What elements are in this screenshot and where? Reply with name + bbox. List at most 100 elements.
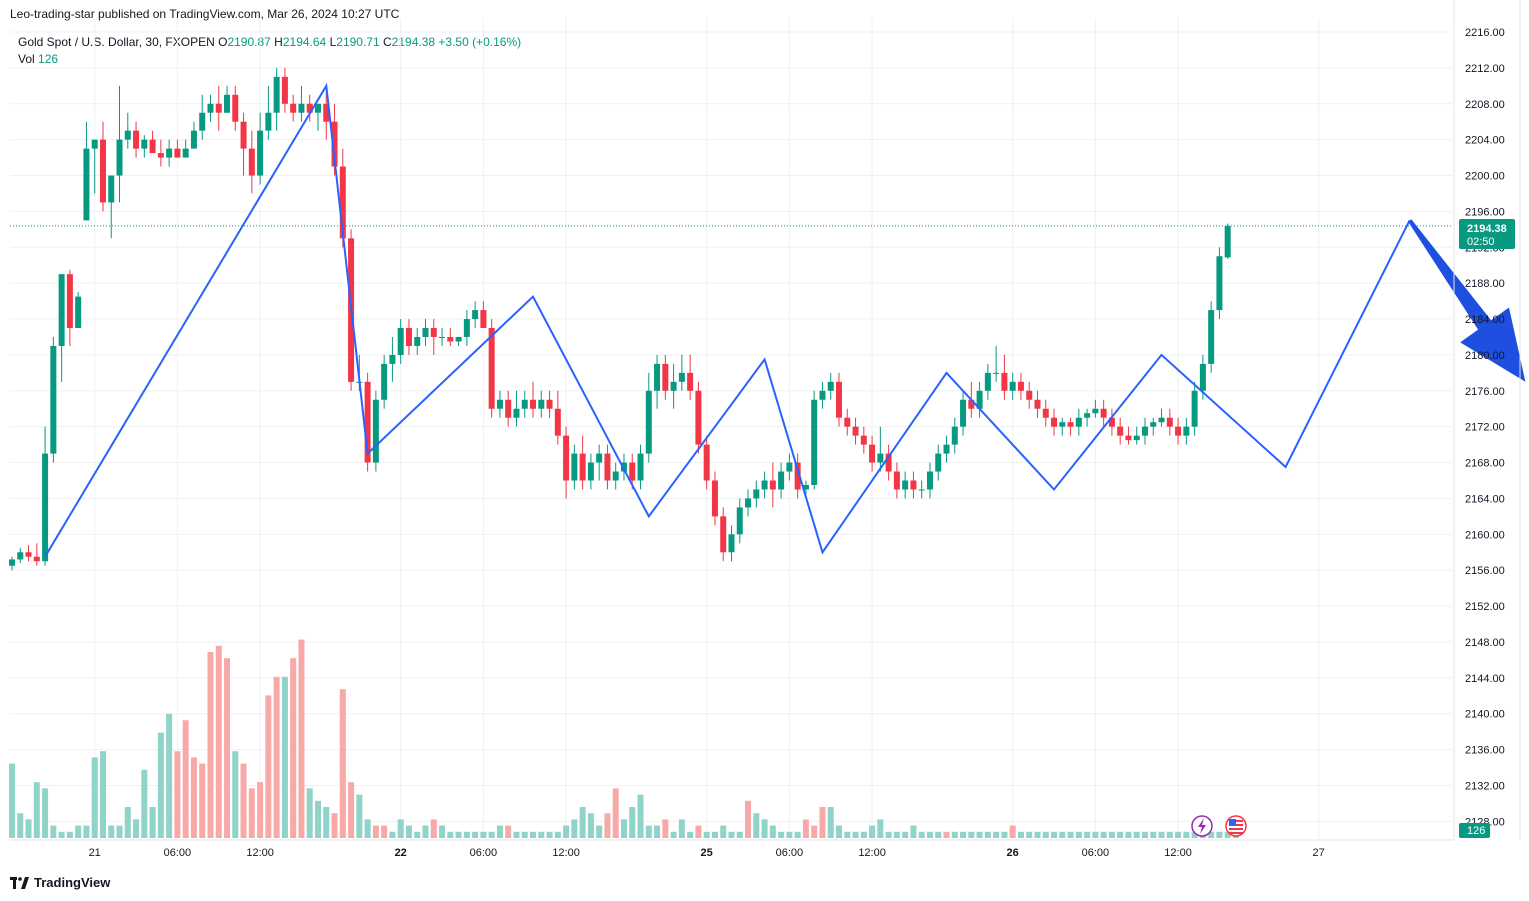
candle-body (538, 399, 545, 409)
volume-bar (348, 782, 355, 838)
axis-badges: 2194.38 02:50 126 (1191, 219, 1515, 838)
volume-bar (993, 831, 1000, 838)
volume-bar (405, 825, 412, 838)
candle-body (869, 444, 876, 463)
candle-body (331, 121, 338, 167)
volume-bar (860, 831, 867, 838)
volume-bar (248, 788, 255, 838)
candle-body (306, 103, 313, 113)
lightning-icon[interactable] (1191, 815, 1213, 837)
volume-bar (563, 825, 570, 838)
volume-bar (645, 825, 652, 838)
footer-brand[interactable]: TradingView (10, 875, 110, 890)
volume-bar (364, 819, 371, 838)
x-tick-label: 12:00 (1164, 847, 1192, 859)
candle-body (182, 148, 189, 158)
volume-bar (935, 831, 942, 838)
volume-bar (662, 819, 669, 838)
candle-body (687, 372, 694, 391)
candle-body (430, 328, 437, 337)
candle-body (1133, 435, 1140, 441)
candle-body (579, 453, 586, 481)
candle-body (199, 112, 206, 131)
candle-body (58, 274, 65, 346)
volume-bar (1059, 831, 1066, 838)
volume-bar (745, 800, 752, 838)
volume-bar (678, 819, 685, 838)
volume-bar (199, 763, 206, 838)
volume-bar (654, 825, 661, 838)
volume-bar (596, 825, 603, 838)
volume-bar (463, 831, 470, 838)
volume-bar (331, 813, 338, 838)
volume-label[interactable]: Vol (18, 52, 35, 66)
candle-body (902, 480, 909, 490)
candle-body (563, 435, 570, 481)
volume-bar (257, 782, 264, 838)
y-tick-label: 2132.00 (1465, 780, 1505, 792)
volume-bar (769, 825, 776, 838)
volume-bar (480, 831, 487, 838)
volume-bar (50, 825, 57, 838)
candle-body (819, 390, 826, 400)
candle-body (620, 462, 627, 472)
volume-legend-row: Vol 126 (18, 51, 521, 68)
candle-body (439, 336, 446, 338)
projection-arrow[interactable] (1408, 219, 1526, 382)
volume-value: 126 (38, 52, 59, 66)
candle-body (505, 399, 512, 418)
volume-bar (778, 831, 785, 838)
volume-bar (1191, 831, 1198, 838)
candle-body (1125, 435, 1132, 441)
volume-bar (753, 813, 760, 838)
volume-bar (943, 831, 950, 838)
close-label: C (383, 35, 392, 49)
volume-bar (1067, 831, 1074, 838)
volume-bar (298, 639, 305, 838)
candle-body (190, 130, 197, 149)
candle-body (50, 345, 57, 454)
time-axis[interactable]: 21 06:00 12:00 22 06:00 12:00 25 06:00 12:00 26 06… (10, 839, 1454, 859)
price-axis[interactable]: 2128.002132.002136.002140.002144.002148.… (1453, 0, 1521, 840)
high-label: H (274, 35, 283, 49)
volume-bar (141, 769, 148, 838)
candle-body (662, 363, 669, 391)
zigzag-drawing[interactable] (44, 82, 1411, 558)
candle-body (1108, 417, 1115, 427)
candle-body (75, 296, 82, 329)
candle-body (480, 310, 487, 329)
volume-bar (637, 794, 644, 838)
candlesticks (9, 67, 1231, 571)
candle-body (314, 103, 321, 113)
volume-bar (976, 831, 983, 838)
candle-body (530, 399, 537, 409)
candle-body (844, 417, 851, 427)
volume-bar (265, 695, 272, 838)
candle-body (1208, 310, 1215, 364)
candle-body (141, 139, 148, 149)
y-tick-label: 2152.00 (1465, 601, 1505, 613)
candle-body (281, 76, 288, 104)
y-tick-label: 2140.00 (1465, 709, 1505, 721)
volume-bar (910, 825, 917, 838)
volume-bar (75, 825, 82, 838)
candle-body (397, 328, 404, 355)
x-tick-label: 06:00 (1082, 847, 1110, 859)
tradingview-logo-icon (10, 876, 29, 889)
volume-bar (215, 645, 222, 838)
volume-bar (339, 689, 346, 838)
y-tick-label: 2212.00 (1465, 63, 1505, 75)
candle-body (960, 399, 967, 427)
projection-arrow-shape (1408, 219, 1526, 382)
us-flag-icon[interactable] (1225, 815, 1247, 837)
candle-body (935, 453, 942, 472)
volume-bar (397, 819, 404, 838)
zigzag-line (44, 82, 1411, 558)
symbol-name[interactable]: Gold Spot / U.S. Dollar, 30, FXOPEN (18, 35, 215, 49)
volume-bar (786, 831, 793, 838)
volume-bar (670, 831, 677, 838)
candle-body (25, 552, 32, 557)
y-tick-label: 2144.00 (1465, 673, 1505, 685)
candle-body (405, 328, 412, 346)
